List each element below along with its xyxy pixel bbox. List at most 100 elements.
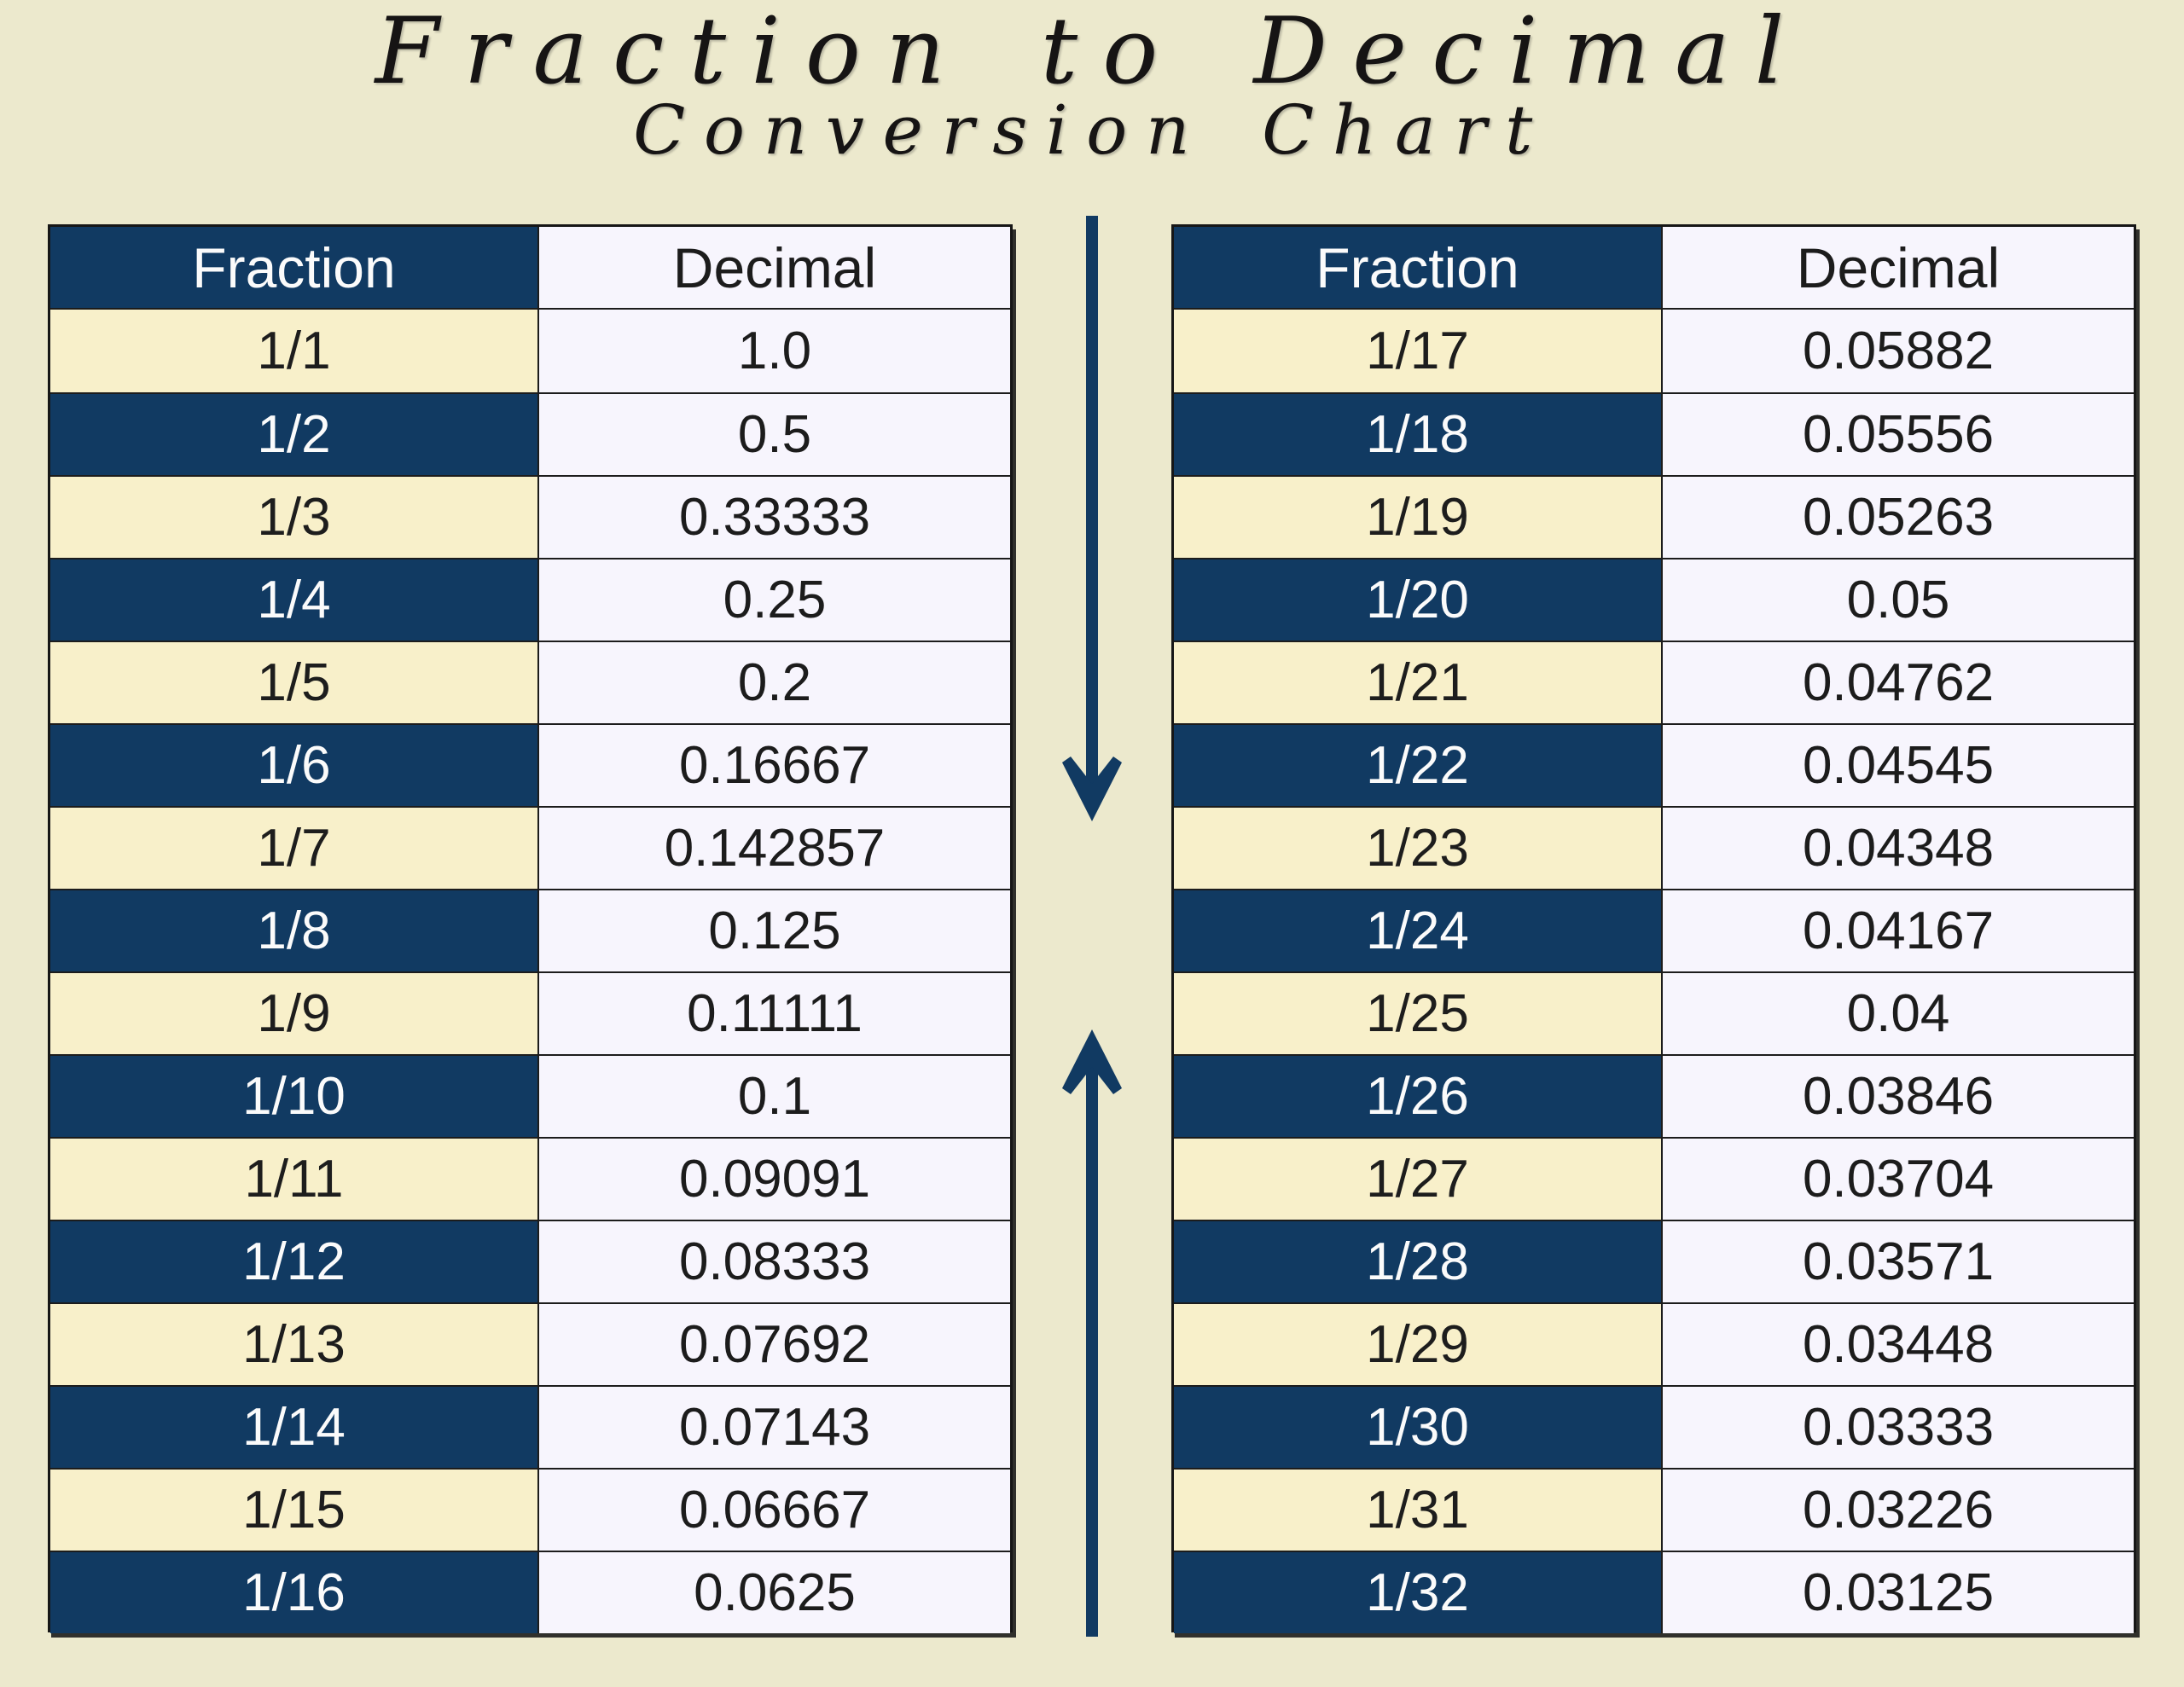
fraction-cell: 1/20 [1174, 559, 1663, 641]
decimal-cell: 0.03226 [1663, 1470, 2134, 1551]
fraction-cell: 1/27 [1174, 1139, 1663, 1220]
fraction-cell: 1/14 [50, 1387, 539, 1468]
fraction-cell: 1/11 [50, 1139, 539, 1220]
table-row: 1/4 0.25 [50, 558, 1010, 641]
table-row: 1/24 0.04167 [1174, 889, 2134, 971]
fraction-cell: 1/1 [50, 310, 539, 392]
decimal-cell: 0.03448 [1663, 1304, 2134, 1385]
table-row: 1/10 0.1 [50, 1054, 1010, 1137]
fraction-cell: 1/30 [1174, 1387, 1663, 1468]
fraction-cell: 1/13 [50, 1304, 539, 1385]
decimal-cell: 0.05263 [1663, 477, 2134, 558]
table-row: 1/29 0.03448 [1174, 1302, 2134, 1385]
decimal-cell: 0.125 [539, 890, 1010, 971]
table-row: 1/14 0.07143 [50, 1385, 1010, 1468]
decimal-cell: 0.04762 [1663, 642, 2134, 723]
table-row: 1/23 0.04348 [1174, 806, 2134, 889]
table-row: 1/6 0.16667 [50, 723, 1010, 806]
decimal-cell: 0.04 [1663, 973, 2134, 1054]
decimal-cell: 0.5 [539, 394, 1010, 475]
up-arrow-icon [1012, 1028, 1172, 1638]
table-row: 1/31 0.03226 [1174, 1468, 2134, 1551]
fraction-cell: 1/28 [1174, 1221, 1663, 1302]
fraction-cell: 1/2 [50, 394, 539, 475]
table-row: 1/18 0.05556 [1174, 392, 2134, 475]
table-row: 1/11 0.09091 [50, 1137, 1010, 1220]
table-row: 1/19 0.05263 [1174, 475, 2134, 558]
decimal-cell: 0.07692 [539, 1304, 1010, 1385]
decimal-cell: 0.03571 [1663, 1221, 2134, 1302]
table-body: 1/1 1.0 1/2 0.5 1/3 0.33333 1/4 0.25 1/5 0.2 1/6 0.… [50, 310, 1010, 1633]
decimal-cell: 0.06667 [539, 1470, 1010, 1551]
fraction-cell: 1/4 [50, 559, 539, 641]
table-header-row: Fraction Decimal [50, 227, 1010, 310]
decimal-cell: 0.08333 [539, 1221, 1010, 1302]
table-row: 1/15 0.06667 [50, 1468, 1010, 1551]
page-subtitle: Conversion Chart [633, 90, 1551, 170]
table-row: 1/8 0.125 [50, 889, 1010, 971]
fraction-cell: 1/24 [1174, 890, 1663, 971]
column-header-fraction: Fraction [1174, 227, 1663, 310]
table-body: 1/17 0.05882 1/18 0.05556 1/19 0.05263 1/20 0.0… [1174, 310, 2134, 1633]
fraction-cell: 1/31 [1174, 1470, 1663, 1551]
table-row: 1/27 0.03704 [1174, 1137, 2134, 1220]
decimal-cell: 0.25 [539, 559, 1010, 641]
decimal-cell: 0.03704 [1663, 1139, 2134, 1220]
fraction-cell: 1/7 [50, 808, 539, 889]
fraction-cell: 1/18 [1174, 394, 1663, 475]
fraction-cell: 1/16 [50, 1552, 539, 1633]
table-row: 1/3 0.33333 [50, 475, 1010, 558]
decimal-cell: 0.2 [539, 642, 1010, 723]
table-row: 1/26 0.03846 [1174, 1054, 2134, 1137]
table-row: 1/22 0.04545 [1174, 723, 2134, 806]
decimal-cell: 0.05882 [1663, 310, 2134, 392]
column-header-fraction: Fraction [50, 227, 539, 310]
fraction-cell: 1/23 [1174, 808, 1663, 889]
table-row: 1/17 0.05882 [1174, 310, 2134, 392]
decimal-cell: 0.04348 [1663, 808, 2134, 889]
fraction-cell: 1/8 [50, 890, 539, 971]
table-row: 1/9 0.11111 [50, 971, 1010, 1054]
decimal-cell: 0.04167 [1663, 890, 2134, 971]
table-row: 1/7 0.142857 [50, 806, 1010, 889]
table-row: 1/5 0.2 [50, 641, 1010, 723]
decimal-cell: 0.03125 [1663, 1552, 2134, 1633]
fraction-cell: 1/32 [1174, 1552, 1663, 1633]
table-row: 1/2 0.5 [50, 392, 1010, 475]
fraction-cell: 1/6 [50, 725, 539, 806]
fraction-cell: 1/9 [50, 973, 539, 1054]
column-header-decimal: Decimal [539, 227, 1010, 310]
table-row: 1/28 0.03571 [1174, 1220, 2134, 1302]
fraction-cell: 1/22 [1174, 725, 1663, 806]
table-row: 1/1 1.0 [50, 310, 1010, 392]
decimal-cell: 0.03333 [1663, 1387, 2134, 1468]
page-title: Fraction to Decimal [375, 0, 1809, 105]
fraction-cell: 1/3 [50, 477, 539, 558]
conversion-table-right: Fraction Decimal 1/17 0.05882 1/18 0.05556 1… [1171, 224, 2136, 1633]
decimal-cell: 0.16667 [539, 725, 1010, 806]
decimal-cell: 1.0 [539, 310, 1010, 392]
decimal-cell: 0.07143 [539, 1387, 1010, 1468]
decimal-cell: 0.33333 [539, 477, 1010, 558]
fraction-cell: 1/17 [1174, 310, 1663, 392]
decimal-cell: 0.0625 [539, 1552, 1010, 1633]
table-row: 1/12 0.08333 [50, 1220, 1010, 1302]
table-row: 1/13 0.07692 [50, 1302, 1010, 1385]
table-header-row: Fraction Decimal [1174, 227, 2134, 310]
fraction-cell: 1/5 [50, 642, 539, 723]
column-header-decimal: Decimal [1663, 227, 2134, 310]
table-row: 1/30 0.03333 [1174, 1385, 2134, 1468]
fraction-cell: 1/19 [1174, 477, 1663, 558]
fraction-cell: 1/21 [1174, 642, 1663, 723]
table-row: 1/32 0.03125 [1174, 1551, 2134, 1633]
fraction-cell: 1/26 [1174, 1056, 1663, 1137]
fraction-cell: 1/12 [50, 1221, 539, 1302]
conversion-table-left: Fraction Decimal 1/1 1.0 1/2 0.5 1/3 0.33333 1… [48, 224, 1013, 1633]
fraction-cell: 1/15 [50, 1470, 539, 1551]
table-row: 1/25 0.04 [1174, 971, 2134, 1054]
decimal-cell: 0.09091 [539, 1139, 1010, 1220]
down-arrow-icon [1012, 216, 1172, 823]
title-block: Fraction to Decimal Conversion Chart [0, 0, 2184, 170]
decimal-cell: 0.1 [539, 1056, 1010, 1137]
